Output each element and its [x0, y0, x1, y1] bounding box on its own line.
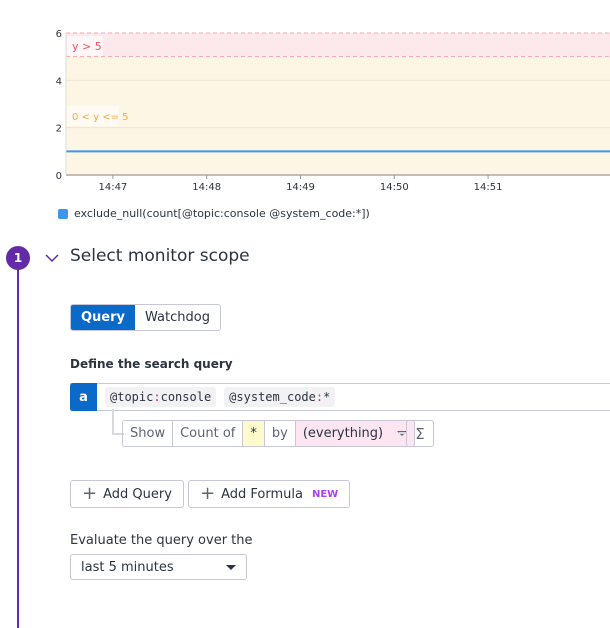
- threshold-band: [66, 56, 610, 175]
- show-label: Show: [123, 421, 174, 446]
- y-tick-label: 0: [56, 171, 62, 182]
- timeseries-chart: 0 2 4 6 y > 5 0 < y <= 5 14:47 14:48 14:49 14:50 1…: [56, 29, 610, 193]
- threshold-band: [66, 33, 610, 57]
- threshold-label: 0 < y <= 5: [72, 112, 129, 123]
- step-number-badge: 1: [6, 246, 30, 270]
- add-query-button[interactable]: + Add Query: [70, 480, 184, 508]
- new-badge: NEW: [311, 488, 339, 500]
- band-label-bg: [67, 36, 103, 56]
- group-by-select[interactable]: (everything): [295, 421, 415, 446]
- x-tick-label: 14:49: [286, 182, 315, 193]
- y-tick-label: 2: [56, 124, 62, 135]
- evaluation-window-select[interactable]: last 5 minutes: [70, 554, 247, 580]
- x-tick-label: 14:50: [380, 182, 409, 193]
- measure-field[interactable]: *: [243, 421, 265, 446]
- query-letter[interactable]: a: [70, 383, 97, 411]
- y-tick-label: 4: [56, 76, 62, 87]
- chevron-down-icon[interactable]: [44, 250, 60, 266]
- plus-icon: +: [82, 483, 98, 504]
- legend-swatch: [58, 208, 68, 219]
- tab-watchdog[interactable]: Watchdog: [145, 310, 210, 325]
- x-tick-label: 14:51: [474, 182, 503, 193]
- plus-icon: +: [200, 483, 216, 504]
- x-tick-label: 14:47: [98, 182, 127, 193]
- sigma-function-button[interactable]: Σ: [406, 420, 434, 447]
- section-title: Select monitor scope: [70, 246, 250, 266]
- caret-down-icon: [226, 564, 236, 570]
- query-tag[interactable]: @system_code:*: [224, 387, 336, 407]
- y-tick-label: 6: [56, 29, 62, 40]
- scope-toggle: Query Watchdog: [70, 304, 221, 331]
- step-connector-line: [17, 270, 19, 628]
- query-tag[interactable]: @topic:console: [105, 387, 217, 407]
- evaluate-label: Evaluate the query over the: [70, 533, 253, 548]
- aggregation-select[interactable]: Count of: [173, 421, 244, 446]
- threshold-label: y > 5: [72, 40, 102, 53]
- add-formula-button[interactable]: + Add Formula NEW: [188, 480, 351, 508]
- tab-query[interactable]: Query: [71, 305, 136, 330]
- tree-connector: [399, 432, 406, 434]
- by-label: by: [265, 421, 296, 446]
- x-tick-label: 14:48: [192, 182, 221, 193]
- tree-connector: [112, 409, 124, 435]
- query-input[interactable]: a @topic:console @system_code:*: [70, 383, 610, 411]
- define-query-label: Define the search query: [70, 357, 233, 371]
- legend-label: exclude_null(count[@topic:console @syste…: [74, 207, 370, 220]
- aggregation-row: Show Count of * by (everything): [122, 420, 416, 447]
- band-label-bg: [67, 106, 119, 126]
- chart-legend[interactable]: exclude_null(count[@topic:console @syste…: [58, 207, 370, 220]
